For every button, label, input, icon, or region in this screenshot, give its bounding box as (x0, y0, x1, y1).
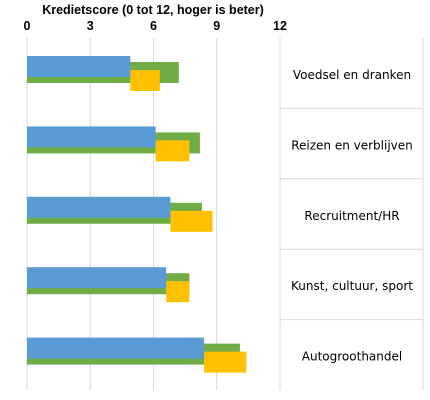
x-tick-label: 6 (150, 19, 157, 33)
category-label: Autogroothandel (302, 350, 402, 364)
bar-yellow (170, 210, 213, 232)
category-label: Kunst, cultuur, sport (291, 279, 413, 293)
x-tick-label: 9 (213, 19, 220, 33)
x-tick-label: 12 (273, 19, 287, 33)
bar-blue (27, 56, 131, 77)
bar-yellow (155, 140, 190, 162)
x-axis-title: Kredietscore (0 tot 12, hoger is beter) (42, 3, 264, 17)
bar-blue (27, 337, 205, 359)
x-tick-label: 3 (87, 19, 94, 33)
category-labels: Voedsel en dranken Reizen en verblijven Re… (291, 68, 413, 364)
category-label: Recruitment/HR (304, 209, 399, 223)
bar-blue (27, 267, 167, 289)
bar-yellow (166, 281, 190, 303)
bar-yellow (204, 351, 247, 373)
bars (27, 56, 247, 373)
category-label: Reizen en verblijven (291, 138, 413, 152)
bar-blue (27, 196, 171, 218)
bar-yellow (130, 70, 160, 91)
x-tick-label: 0 (24, 19, 31, 33)
bar-blue (27, 126, 156, 148)
x-axis-ticks: 0 3 6 9 12 (24, 19, 287, 33)
category-label: Voedsel en dranken (293, 68, 411, 82)
